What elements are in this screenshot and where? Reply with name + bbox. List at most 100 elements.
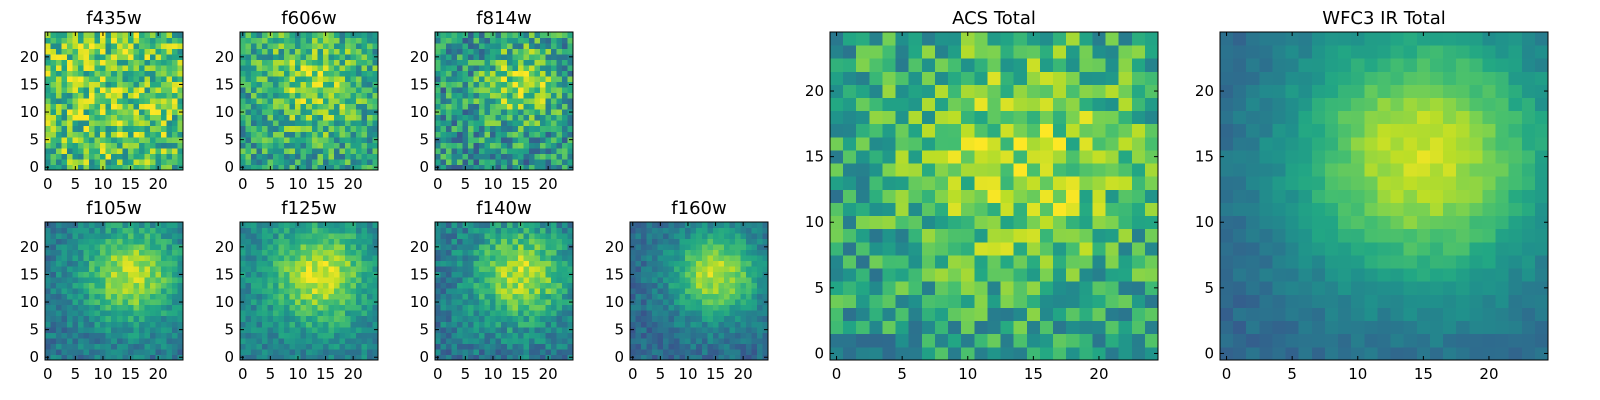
- pixel: [1079, 189, 1093, 203]
- pixel: [948, 268, 962, 282]
- pixel: [116, 310, 123, 317]
- pixel: [138, 310, 145, 317]
- pixel: [517, 260, 524, 267]
- pixel: [311, 81, 318, 88]
- pixel: [561, 70, 568, 77]
- pixel: [295, 282, 302, 289]
- pixel: [517, 54, 524, 60]
- pixel: [1131, 333, 1146, 348]
- pixel: [78, 321, 85, 328]
- pixel: [556, 147, 563, 154]
- pixel: [83, 238, 90, 245]
- pixel: [144, 348, 151, 355]
- pixel: [89, 59, 96, 66]
- pixel: [300, 337, 307, 344]
- pixel: [652, 222, 658, 228]
- pixel: [83, 65, 90, 72]
- pixel: [138, 227, 145, 234]
- pixel: [501, 354, 508, 361]
- pixel: [734, 288, 741, 295]
- pixel: [256, 282, 263, 289]
- pixel: [679, 271, 686, 278]
- pixel: [267, 131, 274, 138]
- pixel: [550, 266, 557, 273]
- pixel: [696, 227, 703, 234]
- pixel: [1000, 215, 1015, 230]
- pixel: [245, 238, 252, 245]
- pixel: [317, 70, 324, 77]
- pixel: [116, 238, 123, 245]
- pixel: [127, 81, 134, 88]
- pixel: [317, 136, 324, 143]
- pixel: [440, 125, 447, 132]
- pixel: [701, 222, 708, 228]
- pixel: [278, 249, 285, 256]
- pixel: [149, 109, 156, 116]
- pixel: [240, 70, 246, 77]
- pixel: [284, 59, 291, 66]
- pixel: [339, 120, 346, 127]
- pixel: [561, 37, 568, 44]
- pixel: [550, 65, 557, 72]
- pixel: [468, 114, 475, 121]
- pixel: [550, 37, 557, 44]
- pixel: [512, 227, 519, 234]
- pixel: [473, 227, 480, 234]
- pixel: [171, 354, 178, 361]
- pixel: [690, 233, 697, 239]
- pixel: [718, 260, 725, 267]
- pixel: [311, 321, 318, 328]
- pixel: [561, 288, 568, 295]
- pixel: [105, 164, 112, 171]
- pixel: [155, 54, 162, 60]
- pixel: [245, 266, 252, 273]
- pixel: [729, 354, 736, 361]
- pixel: [278, 76, 285, 83]
- pixel: [355, 255, 362, 262]
- pixel: [111, 153, 118, 160]
- pixel: [311, 332, 318, 339]
- pixel: [718, 249, 725, 256]
- pixel: [122, 37, 129, 44]
- pixel: [344, 125, 351, 132]
- pixel: [289, 76, 296, 83]
- pixel: [701, 244, 708, 250]
- pixel: [149, 48, 156, 55]
- pixel: [45, 337, 51, 344]
- pixel: [987, 150, 1001, 164]
- pixel: [462, 125, 469, 132]
- pixel: [539, 304, 546, 311]
- pixel: [300, 255, 307, 262]
- pixel: [646, 343, 653, 350]
- pixel: [869, 228, 883, 243]
- pixel: [284, 158, 291, 165]
- pixel: [300, 103, 307, 110]
- pixel: [100, 153, 107, 160]
- pixel: [712, 304, 719, 311]
- pixel: [155, 266, 162, 273]
- pixel: [273, 293, 280, 300]
- pixel: [122, 321, 129, 328]
- pixel: [734, 233, 741, 239]
- pixel: [567, 131, 574, 138]
- pixel: [339, 103, 346, 110]
- pixel: [707, 332, 714, 339]
- pixel: [446, 103, 452, 110]
- pixel: [171, 81, 178, 88]
- pixel: [366, 255, 373, 262]
- pixel: [506, 315, 513, 322]
- pixel: [723, 266, 730, 273]
- pixel: [100, 76, 107, 83]
- pixel: [177, 131, 184, 138]
- pixel: [718, 354, 725, 361]
- pixel: [366, 233, 373, 239]
- x-tick-label: 5: [461, 365, 471, 383]
- pixel: [652, 288, 658, 295]
- pixel: [361, 153, 368, 160]
- pixel: [72, 343, 79, 350]
- pixel: [729, 337, 736, 344]
- pixel: [446, 164, 452, 171]
- pixel: [144, 222, 151, 228]
- pixel: [306, 153, 313, 160]
- pixel: [473, 255, 480, 262]
